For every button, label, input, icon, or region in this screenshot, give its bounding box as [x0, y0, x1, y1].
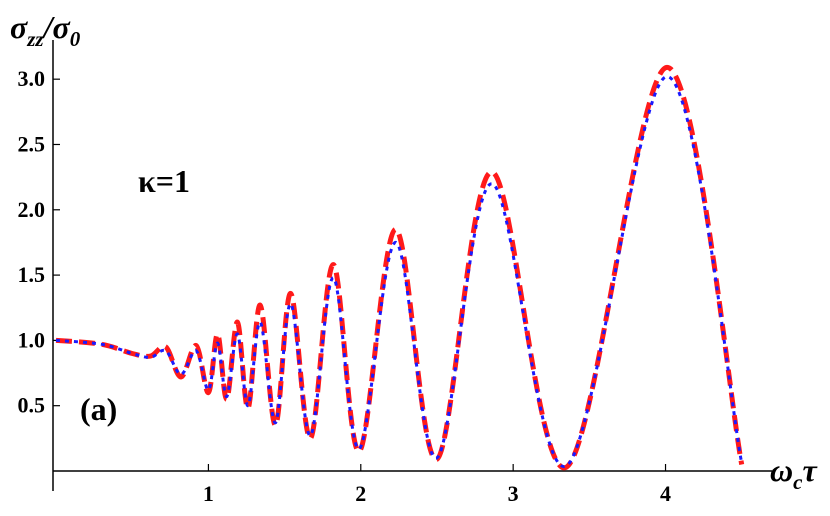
series-layer — [55, 64, 745, 470]
kappa-annotation: κ=1 — [138, 163, 190, 199]
y-axis-title-slash: /σ — [42, 9, 71, 45]
series-blue-dotted-line — [55, 75, 744, 468]
x-tick-label: 1 — [203, 481, 214, 506]
x-axis-title-sub: c — [793, 470, 803, 494]
y-tick-label: 1.0 — [18, 327, 46, 352]
y-tick-label: 1.5 — [18, 262, 46, 287]
y-tick-label: 2.5 — [18, 131, 46, 156]
axes — [52, 40, 772, 491]
x-axis-title-main: ω — [770, 452, 793, 488]
panel-label: (a) — [80, 391, 117, 427]
x-axis-title-tail: τ — [802, 452, 818, 488]
x-tick-label: 2 — [355, 481, 366, 506]
ticks: 1 2 3 4 0.5 1.0 1.5 2.0 2.5 3.0 — [18, 66, 672, 506]
x-tick-label: 3 — [508, 481, 519, 506]
y-tick-label: 0.5 — [18, 393, 46, 418]
y-axis-title-main: σ — [10, 9, 28, 45]
y-axis-title: σzz/σ0 — [10, 9, 81, 51]
y-tick-label: 3.0 — [18, 66, 46, 91]
y-axis-title-sub1: zz — [26, 27, 44, 51]
y-tick-label: 2.0 — [18, 197, 46, 222]
x-tick-label: 4 — [660, 481, 671, 506]
y-axis-title-sub2: 0 — [70, 27, 81, 51]
x-axis-title: ωcτ — [770, 452, 818, 494]
series-red-dashed-line — [55, 64, 745, 470]
